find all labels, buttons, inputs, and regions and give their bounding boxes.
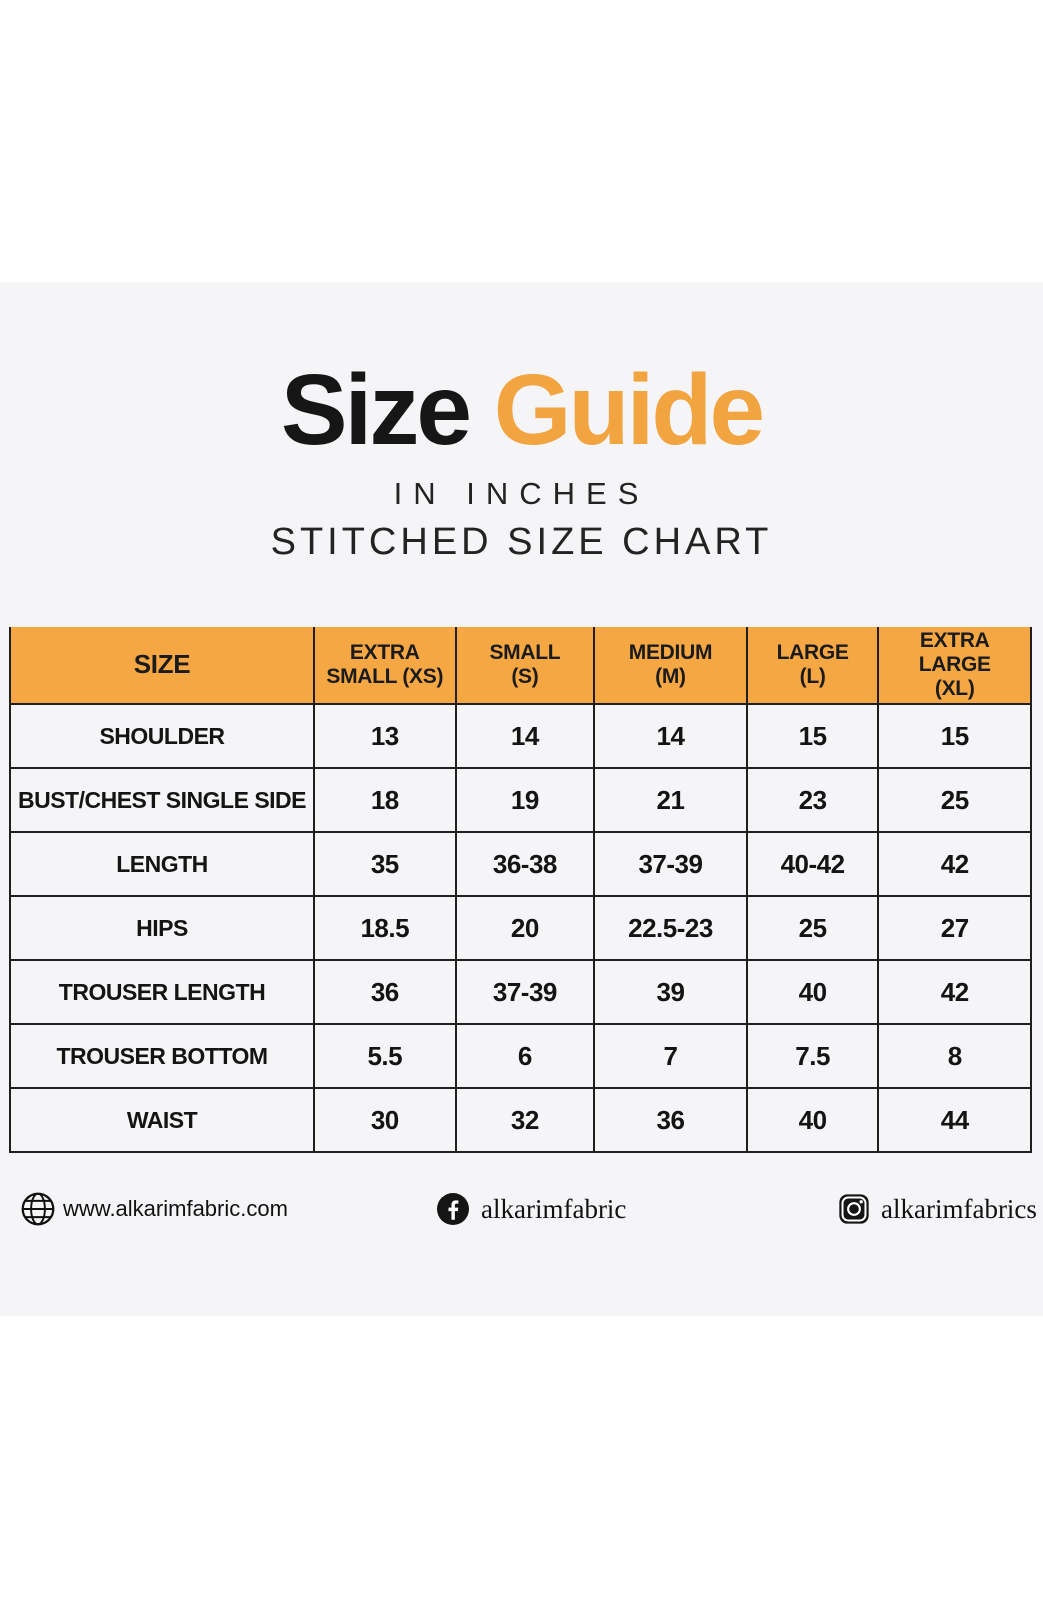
row-label: BUST/CHEST SINGLE SIDE bbox=[9, 767, 315, 834]
table-cell: 18 bbox=[312, 767, 457, 834]
table-row-hips: HIPS 18.5 20 22.5-23 25 27 bbox=[9, 895, 1032, 962]
website-url: www.alkarimfabric.com bbox=[63, 1196, 288, 1221]
row-label: WAIST bbox=[9, 1087, 315, 1154]
table-cell: 36 bbox=[312, 959, 457, 1026]
subtitle-stitched-size-chart: STITCHED SIZE CHART bbox=[270, 521, 773, 563]
table-cell: 13 bbox=[312, 703, 457, 770]
footer-website: www.alkarimfabric.com bbox=[20, 1180, 288, 1238]
column-header-medium: MEDIUM (M) bbox=[593, 627, 748, 706]
table-row-bust-chest: BUST/CHEST SINGLE SIDE 18 19 21 23 25 bbox=[9, 767, 1032, 834]
title-word-size: Size bbox=[280, 354, 472, 466]
table-cell: 20 bbox=[454, 895, 596, 962]
table-cell: 23 bbox=[745, 767, 880, 834]
table-cell: 15 bbox=[877, 703, 1032, 770]
row-label: SHOULDER bbox=[9, 703, 315, 770]
title-word-guide: Guide bbox=[493, 354, 765, 466]
column-header-small: SMALL (S) bbox=[454, 627, 596, 706]
page-title: Size Guide bbox=[0, 360, 1043, 460]
facebook-handle: alkarimfabric bbox=[481, 1193, 627, 1224]
globe-icon bbox=[20, 1191, 56, 1227]
instagram-icon bbox=[838, 1193, 870, 1225]
table-cell: 32 bbox=[454, 1087, 596, 1154]
row-label: LENGTH bbox=[9, 831, 315, 898]
table-cell: 42 bbox=[877, 831, 1032, 898]
table-cell: 27 bbox=[877, 895, 1032, 962]
column-header-size: SIZE bbox=[9, 627, 315, 706]
table-row-shoulder: SHOULDER 13 14 14 15 15 bbox=[9, 703, 1032, 770]
row-label: TROUSER LENGTH bbox=[9, 959, 315, 1026]
table-cell: 14 bbox=[454, 703, 596, 770]
table-row-trouser-length: TROUSER LENGTH 36 37-39 39 40 42 bbox=[9, 959, 1032, 1026]
table-cell: 19 bbox=[454, 767, 596, 834]
column-header-large: LARGE (L) bbox=[745, 627, 880, 706]
table-cell: 37-39 bbox=[454, 959, 596, 1026]
row-label: HIPS bbox=[9, 895, 315, 962]
table-cell: 40-42 bbox=[745, 831, 880, 898]
table-cell: 5.5 bbox=[312, 1023, 457, 1090]
column-header-extra-large: EXTRA LARGE (XL) bbox=[877, 627, 1032, 706]
table-cell: 22.5-23 bbox=[593, 895, 748, 962]
size-chart-table: SIZE EXTRA SMALL (XS) SMALL (S) MEDIUM (M) … bbox=[9, 627, 1032, 1154]
table-cell: 42 bbox=[877, 959, 1032, 1026]
footer-instagram: alkarimfabrics bbox=[838, 1180, 1037, 1238]
title-block: Size Guide IN INCHES STITCHED SIZE CHART bbox=[0, 360, 1043, 564]
table-cell: 14 bbox=[593, 703, 748, 770]
table-cell: 18.5 bbox=[312, 895, 457, 962]
table-cell: 44 bbox=[877, 1087, 1032, 1154]
footer-facebook: alkarimfabric bbox=[436, 1180, 626, 1238]
table-cell: 15 bbox=[745, 703, 880, 770]
table-cell: 40 bbox=[745, 1087, 880, 1154]
table-row-waist: WAIST 30 32 36 40 44 bbox=[9, 1087, 1032, 1154]
table-cell: 40 bbox=[745, 959, 880, 1026]
table-cell: 36-38 bbox=[454, 831, 596, 898]
table-cell: 25 bbox=[877, 767, 1032, 834]
table-cell: 6 bbox=[454, 1023, 596, 1090]
table-cell: 39 bbox=[593, 959, 748, 1026]
table-cell: 21 bbox=[593, 767, 748, 834]
table-header-row: SIZE EXTRA SMALL (XS) SMALL (S) MEDIUM (M) … bbox=[9, 627, 1032, 706]
table-cell: 35 bbox=[312, 831, 457, 898]
table-cell: 37-39 bbox=[593, 831, 748, 898]
column-header-extra-small: EXTRA SMALL (XS) bbox=[312, 627, 457, 706]
subtitle-in-inches: IN INCHES bbox=[393, 476, 650, 511]
table-cell: 30 bbox=[312, 1087, 457, 1154]
table-cell: 25 bbox=[745, 895, 880, 962]
table-row-length: LENGTH 35 36-38 37-39 40-42 42 bbox=[9, 831, 1032, 898]
table-cell: 7 bbox=[593, 1023, 748, 1090]
row-label: TROUSER BOTTOM bbox=[9, 1023, 315, 1090]
instagram-handle: alkarimfabrics bbox=[881, 1193, 1037, 1224]
footer: www.alkarimfabric.com alkarimfabric al bbox=[0, 1180, 1043, 1238]
facebook-icon bbox=[436, 1192, 470, 1226]
table-row-trouser-bottom: TROUSER BOTTOM 5.5 6 7 7.5 8 bbox=[9, 1023, 1032, 1090]
table-cell: 36 bbox=[593, 1087, 748, 1154]
table-cell: 8 bbox=[877, 1023, 1032, 1090]
table-cell: 7.5 bbox=[745, 1023, 880, 1090]
